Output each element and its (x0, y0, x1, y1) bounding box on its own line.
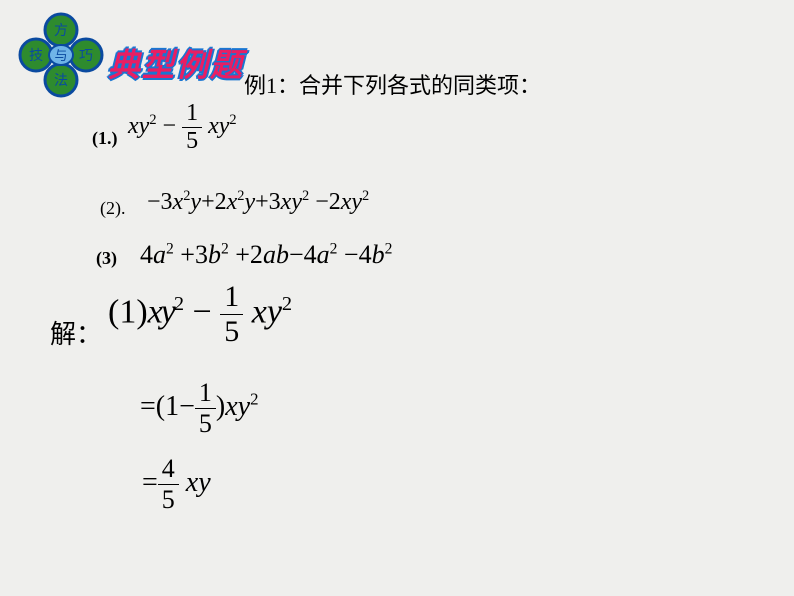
logo-char-bottom: 法 (54, 73, 68, 89)
problem-2-expression: −3x2y+2x2y+3xy2 −2xy2 (147, 188, 369, 216)
clover-logo: 方 技 巧 法 与 (18, 12, 104, 98)
problem-1-label: (1.) (92, 128, 118, 149)
logo-char-right: 巧 (79, 49, 93, 64)
logo-char-center: 与 (54, 48, 67, 63)
problem-2-label: (2). (100, 198, 126, 219)
solution-label: 解： (50, 314, 102, 351)
problem-3-label: (3) (96, 248, 117, 269)
solution-step-2: =(1−15)xy2 (140, 378, 258, 439)
section-title: 典型例题 (108, 40, 244, 86)
logo-char-top: 方 (54, 23, 68, 39)
solution-step-3: =45 xy (142, 454, 211, 515)
example-intro: 例1：合并下列各式的同类项： (244, 68, 541, 100)
problem-3-expression: 4a2 +3b2 +2ab−4a2 −4b2 (140, 240, 392, 270)
solution-step-1: (1)xy2 − 15 xy2 (108, 280, 292, 349)
logo-char-left: 技 (29, 48, 43, 64)
problem-1-expression: xy2 − 15 xy2 (128, 100, 237, 155)
